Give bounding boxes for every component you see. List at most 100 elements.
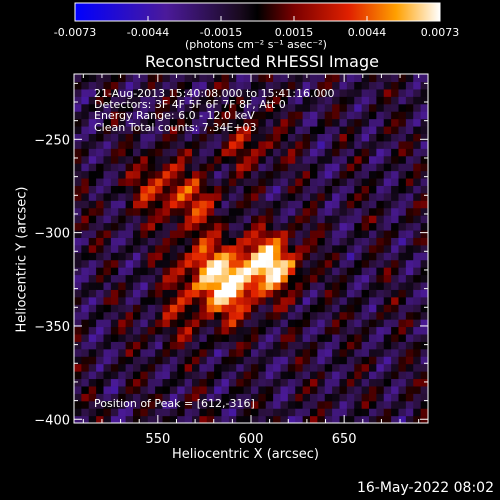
heatmap-cell [317,215,326,224]
heatmap-cell [243,371,252,380]
heatmap-cell [339,215,348,224]
heatmap-cell [302,319,311,328]
heatmap-cell [339,200,348,209]
heatmap-cell [376,311,385,320]
heatmap-cell [398,363,407,372]
heatmap-cell [96,326,105,335]
heatmap-cell [221,311,230,320]
heatmap-cell [221,215,230,224]
heatmap-cell [103,274,112,283]
heatmap-cell [332,341,341,350]
heatmap-cell [133,304,141,313]
heatmap-cell [258,222,267,231]
heatmap-cell [295,415,304,423]
heatmap-cell [118,356,127,365]
heatmap-cell [206,111,215,120]
heatmap-cell [74,408,82,417]
heatmap-cell [420,237,428,246]
heatmap-cell [133,125,141,135]
heatmap-cell [398,237,407,246]
heatmap-cell [199,289,208,298]
heatmap-cell [184,200,193,209]
heatmap-cell [383,96,392,105]
heatmap-cell [287,393,296,402]
heatmap-cell [251,363,259,372]
heatmap-cell [236,319,245,328]
heatmap-cell [199,311,208,320]
heatmap-cell [169,333,178,342]
heatmap-cell [169,237,178,246]
heatmap-cell [280,393,289,402]
heatmap-cell [169,400,178,409]
heatmap-cell [199,415,208,423]
heatmap-cell [81,363,90,372]
heatmap-cell [332,296,341,305]
heatmap-cell [258,81,267,90]
heatmap-cell [295,155,304,164]
heatmap-cell [295,148,304,157]
heatmap-cell [133,140,141,149]
heatmap-cell [162,326,171,335]
heatmap-cell [147,88,156,97]
heatmap-cell [96,281,105,290]
heatmap-cell [199,304,208,313]
heatmap-cell [369,267,377,276]
heatmap-cell [295,341,304,350]
heatmap-cell [133,371,141,380]
heatmap-cell [258,88,267,97]
heatmap-cell [155,237,164,246]
heatmap-cell [243,385,252,394]
heatmap-cell [339,408,348,417]
heatmap-cell [103,356,112,365]
heatmap-cell [346,118,355,127]
heatmap-cell [287,81,296,90]
heatmap-cell [110,333,119,342]
heatmap-cell [177,140,186,149]
heatmap-cell [74,148,82,157]
heatmap-cell [88,192,97,201]
heatmap-cell [110,133,119,142]
heatmap-cell [413,155,422,164]
heatmap-cell [199,215,208,224]
heatmap-cell [206,348,215,357]
heatmap-cell [228,207,237,216]
heatmap-cell [295,274,304,283]
heatmap-cell [155,229,164,238]
heatmap-cell [265,259,274,268]
heatmap-cell [184,304,193,313]
heatmap-cell [361,244,370,253]
heatmap-cell [184,311,193,320]
heatmap-cell [162,170,171,179]
heatmap-cell [398,400,407,409]
heatmap-cell [361,267,370,276]
heatmap-cell [413,385,422,394]
heatmap-cell [206,185,215,194]
heatmap-cell [221,200,230,209]
heatmap-cell [324,207,333,216]
heatmap-cell [162,133,171,142]
heatmap-cell [103,385,112,394]
heatmap-cell [155,393,164,402]
heatmap-cell [302,111,311,120]
heatmap-cell [88,415,97,423]
heatmap-cell [206,378,215,387]
heatmap-cell [339,326,348,335]
heatmap-cell [103,229,112,238]
heatmap-cell [133,177,141,186]
heatmap-cell [295,408,304,417]
heatmap-cell [346,200,355,209]
heatmap-cell [236,74,245,83]
heatmap-cell [155,363,164,372]
heatmap-cell [405,133,414,142]
heatmap-cell [346,244,355,253]
heatmap-cell [155,333,164,342]
heatmap-cell [287,133,296,142]
heatmap-cell [310,244,318,253]
heatmap-cell [206,118,215,127]
heatmap-cell [236,133,245,142]
heatmap-cell [302,356,311,365]
heatmap-cell [88,163,97,172]
heatmap-cell [110,81,119,90]
heatmap-cell [413,88,422,97]
